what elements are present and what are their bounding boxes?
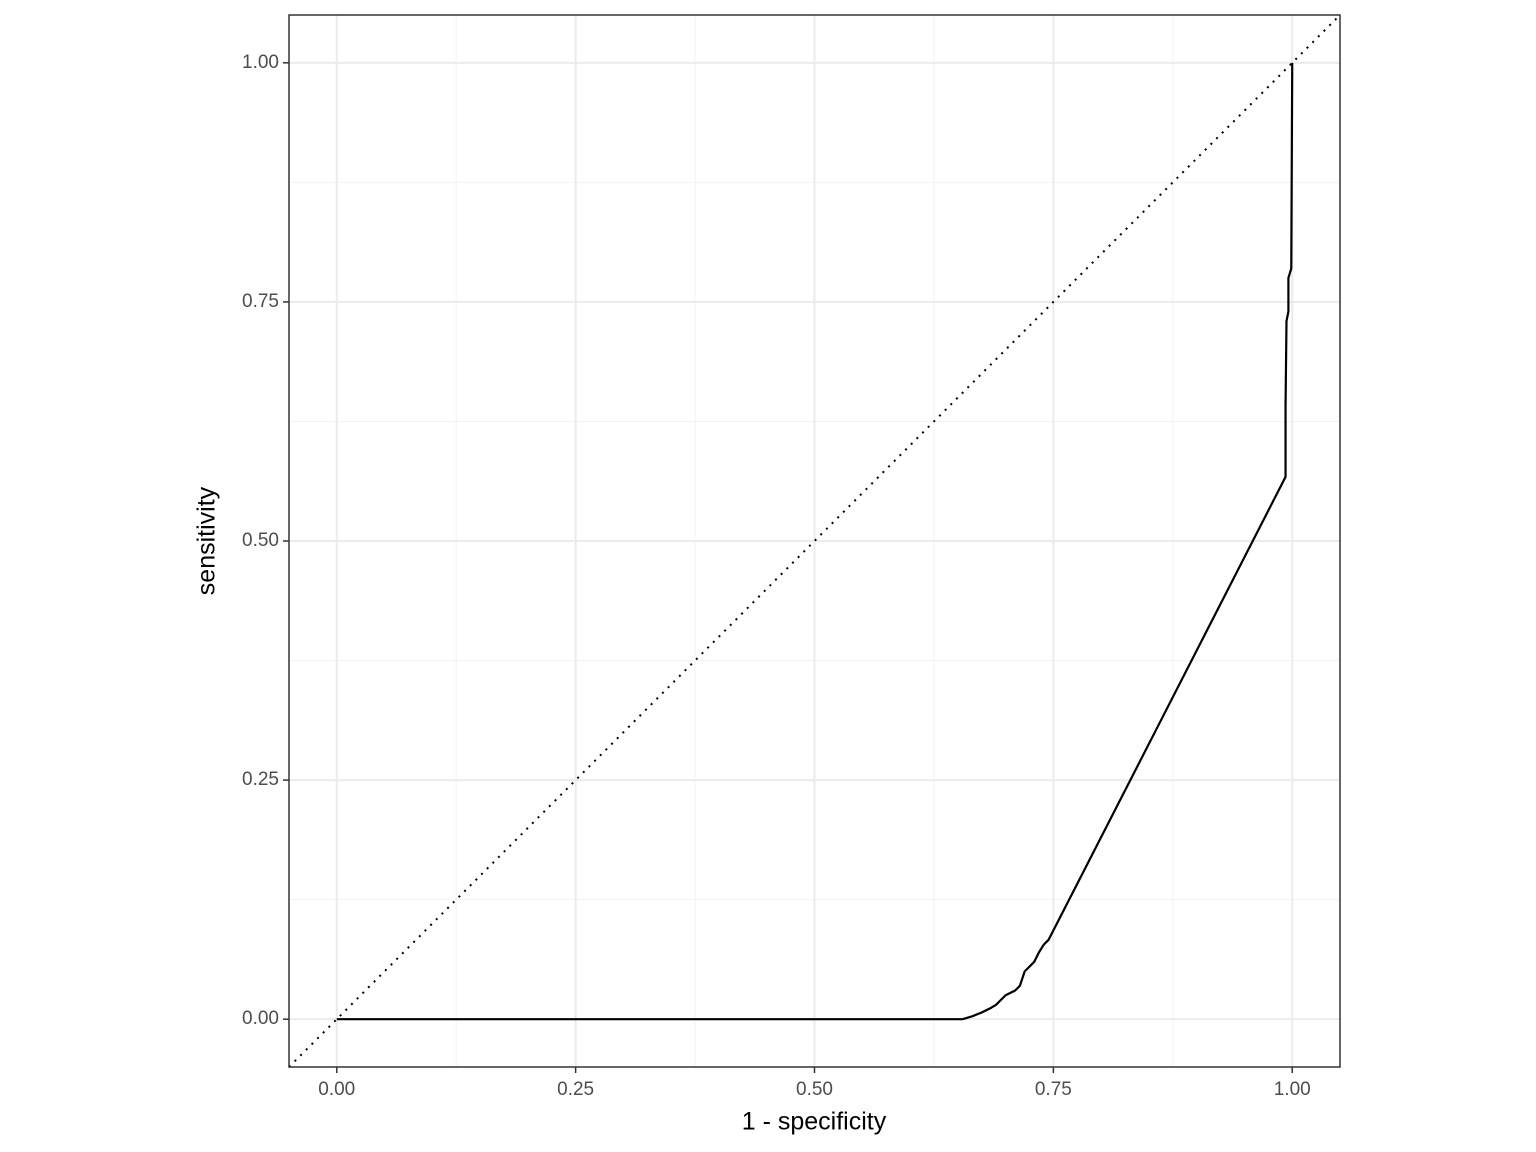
y-tick-label: 1.00 bbox=[242, 52, 279, 73]
y-axis-title: sensitivity bbox=[193, 486, 221, 595]
y-tick-label: 0.00 bbox=[242, 1008, 279, 1029]
x-tick-label: 1.00 bbox=[1274, 1079, 1311, 1100]
x-tick-label: 0.00 bbox=[318, 1079, 355, 1100]
x-axis-title: 1 - specificity bbox=[742, 1108, 887, 1136]
roc-line bbox=[336, 62, 1294, 1021]
y-tick-label: 0.75 bbox=[242, 291, 279, 312]
x-tick-label: 0.75 bbox=[1035, 1079, 1072, 1100]
y-tick-label: 0.50 bbox=[242, 530, 279, 551]
panel-border bbox=[288, 14, 1341, 1068]
y-tick-label: 0.25 bbox=[242, 769, 279, 790]
x-tick-label: 0.25 bbox=[557, 1079, 594, 1100]
x-tick-label: 0.50 bbox=[796, 1079, 833, 1100]
